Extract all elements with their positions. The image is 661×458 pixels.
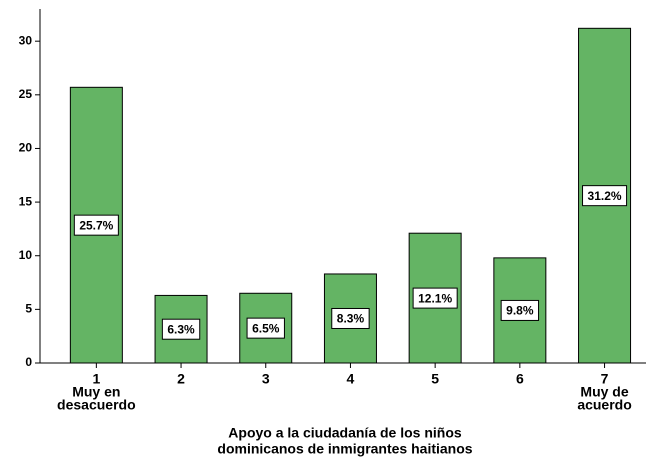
x-tick-sublabel: desacuerdo	[57, 397, 136, 413]
x-tick-label: 4	[347, 371, 355, 387]
x-tick-sublabel: acuerdo	[577, 397, 631, 413]
y-tick-label: 20	[19, 141, 33, 155]
x-axis-title: Apoyo a la ciudadanía de los niños	[228, 425, 462, 441]
x-tick-sublabel: Muy de	[580, 384, 628, 400]
x-tick-label: 3	[262, 371, 270, 387]
data-label-box	[331, 307, 370, 329]
data-label-box	[246, 317, 285, 339]
data-label-box	[73, 214, 119, 236]
y-tick-label: 10	[19, 248, 33, 262]
x-tick-label: 2	[177, 371, 185, 387]
y-tick-label: 5	[25, 302, 32, 316]
data-label: 6.3%	[167, 322, 195, 336]
data-label: 6.5%	[252, 321, 280, 335]
y-tick-label: 15	[19, 194, 33, 208]
x-tick-label: 1	[92, 371, 100, 387]
data-label: 12.1%	[418, 291, 452, 305]
x-tick-label: 7	[601, 371, 609, 387]
data-label: 9.8%	[506, 304, 534, 318]
data-label-box	[161, 318, 201, 340]
data-label-box	[412, 287, 458, 309]
x-axis-title: dominicanos de inmigrantes haitianos	[217, 441, 472, 457]
data-label: 25.7%	[79, 218, 113, 232]
y-tick-label: 30	[19, 33, 33, 47]
y-tick-label: 0	[25, 355, 32, 369]
data-label-box	[500, 299, 540, 321]
data-label-box	[582, 185, 628, 207]
data-label: 8.3%	[337, 312, 365, 326]
x-tick-label: 5	[431, 371, 439, 387]
x-tick-sublabel: Muy en	[72, 384, 120, 400]
data-label: 31.2%	[588, 189, 622, 203]
y-tick-label: 25	[19, 87, 33, 101]
x-tick-label: 6	[516, 371, 524, 387]
